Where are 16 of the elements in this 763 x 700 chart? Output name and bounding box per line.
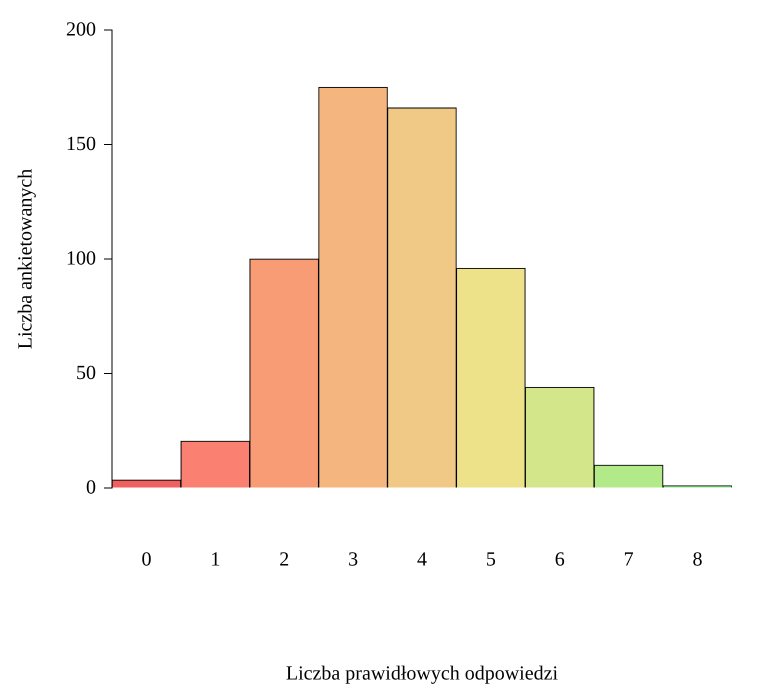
- x-tick-label: 8: [692, 548, 702, 570]
- x-tick-label: 4: [416, 548, 427, 570]
- x-tick-label: 7: [624, 548, 634, 570]
- x-tick-label: 1: [210, 548, 220, 570]
- y-tick-label: 50: [76, 362, 96, 384]
- x-tick-label: 5: [486, 548, 496, 570]
- x-tick-label: 3: [348, 548, 358, 570]
- x-tick-label: 6: [554, 548, 565, 570]
- y-axis-title: Liczba ankietowanych: [14, 168, 36, 350]
- y-tick-label: 150: [66, 132, 96, 155]
- x-tick-label: 0: [141, 548, 152, 570]
- x-axis-title: Liczba prawidłowych odpowiedzi: [286, 662, 558, 684]
- y-tick-label: 200: [66, 18, 96, 40]
- y-tick-label: 100: [66, 247, 96, 270]
- y-tick-label: 0: [86, 476, 96, 498]
- x-tick-label: 2: [279, 548, 290, 570]
